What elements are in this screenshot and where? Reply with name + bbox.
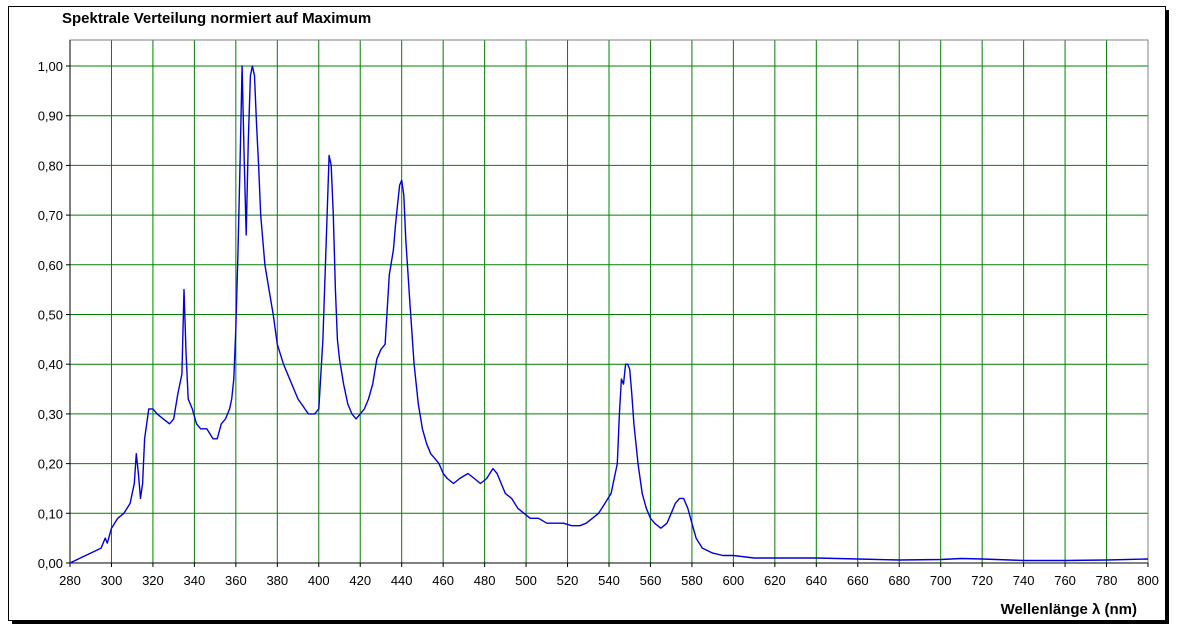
x-tick-label: 500 bbox=[515, 573, 537, 588]
x-tick-label: 400 bbox=[308, 573, 330, 588]
x-tick-label: 340 bbox=[184, 573, 206, 588]
grid bbox=[70, 40, 1148, 563]
x-tick-label: 580 bbox=[681, 573, 703, 588]
y-tick-label: 0,10 bbox=[38, 506, 63, 521]
tick-labels: 280 300 320 340 360 380 400 420 440 460 480 500 520 5… bbox=[38, 59, 1159, 588]
spectrum-line bbox=[69, 65, 1149, 564]
y-tick-label: 0,60 bbox=[38, 258, 63, 273]
x-tick-label: 300 bbox=[101, 573, 123, 588]
x-tick-label: 540 bbox=[598, 573, 620, 588]
x-tick-label: 800 bbox=[1137, 573, 1159, 588]
x-tick-label: 680 bbox=[888, 573, 910, 588]
y-tick-label: 0,50 bbox=[38, 308, 63, 323]
series bbox=[69, 65, 1149, 564]
x-tick-label: 460 bbox=[432, 573, 454, 588]
x-tick-label: 380 bbox=[266, 573, 288, 588]
x-tick-label: 320 bbox=[142, 573, 164, 588]
y-tick-label: 0,00 bbox=[38, 556, 63, 571]
frame-shadow-bottom bbox=[12, 621, 1169, 624]
x-tick-label: 620 bbox=[764, 573, 786, 588]
y-tick-label: 1,00 bbox=[38, 59, 63, 74]
x-tick-label: 760 bbox=[1054, 573, 1076, 588]
y-tick-label: 0,30 bbox=[38, 407, 63, 422]
x-axis-label: Wellenlänge λ (nm) bbox=[1000, 601, 1137, 618]
chart-title: Spektrale Verteilung normiert auf Maximu… bbox=[62, 10, 372, 27]
frame-shadow-right bbox=[1166, 10, 1169, 624]
x-tick-label: 560 bbox=[640, 573, 662, 588]
x-tick-label: 780 bbox=[1096, 573, 1118, 588]
x-tick-label: 440 bbox=[391, 573, 413, 588]
y-tick-label: 0,80 bbox=[38, 158, 63, 173]
x-tick-label: 360 bbox=[225, 573, 247, 588]
x-tick-label: 700 bbox=[930, 573, 952, 588]
x-tick-label: 660 bbox=[847, 573, 869, 588]
axes bbox=[66, 39, 1149, 567]
x-tick-label: 420 bbox=[349, 573, 371, 588]
x-tick-label: 280 bbox=[59, 573, 81, 588]
x-tick-label: 720 bbox=[971, 573, 993, 588]
x-tick-label: 480 bbox=[474, 573, 496, 588]
x-tick-label: 520 bbox=[557, 573, 579, 588]
chart-frame bbox=[8, 6, 1166, 621]
x-tick-label: 600 bbox=[723, 573, 745, 588]
y-tick-label: 0,90 bbox=[38, 109, 63, 124]
x-tick-label: 740 bbox=[1013, 573, 1035, 588]
x-tick-label: 640 bbox=[805, 573, 827, 588]
y-tick-label: 0,40 bbox=[38, 357, 63, 372]
y-tick-label: 0,70 bbox=[38, 208, 63, 223]
y-tick-label: 0,20 bbox=[38, 457, 63, 472]
